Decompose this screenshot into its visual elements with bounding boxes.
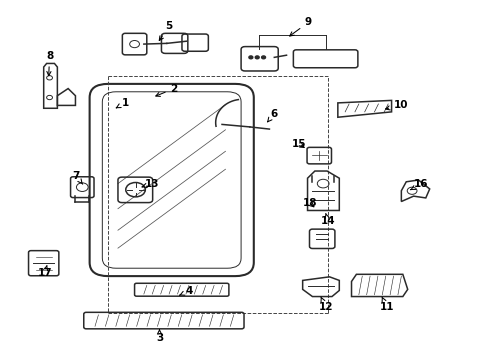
Text: 9: 9	[290, 17, 312, 36]
Text: 3: 3	[156, 330, 163, 343]
Text: 10: 10	[386, 100, 409, 110]
Circle shape	[262, 56, 266, 59]
Text: 15: 15	[292, 139, 306, 149]
Text: 2: 2	[156, 84, 178, 96]
Text: 6: 6	[268, 109, 278, 122]
Circle shape	[249, 56, 253, 59]
Text: 11: 11	[379, 297, 394, 312]
Circle shape	[255, 56, 259, 59]
Text: 1: 1	[116, 98, 129, 108]
Text: 17: 17	[37, 265, 52, 278]
Text: 8: 8	[46, 51, 53, 76]
Text: 5: 5	[159, 21, 173, 40]
Text: 7: 7	[73, 171, 83, 184]
Text: 12: 12	[318, 297, 333, 312]
Text: 13: 13	[142, 179, 159, 189]
Text: 16: 16	[411, 179, 428, 190]
Text: 14: 14	[321, 213, 335, 226]
Text: 4: 4	[180, 286, 193, 296]
Text: 18: 18	[303, 198, 317, 208]
